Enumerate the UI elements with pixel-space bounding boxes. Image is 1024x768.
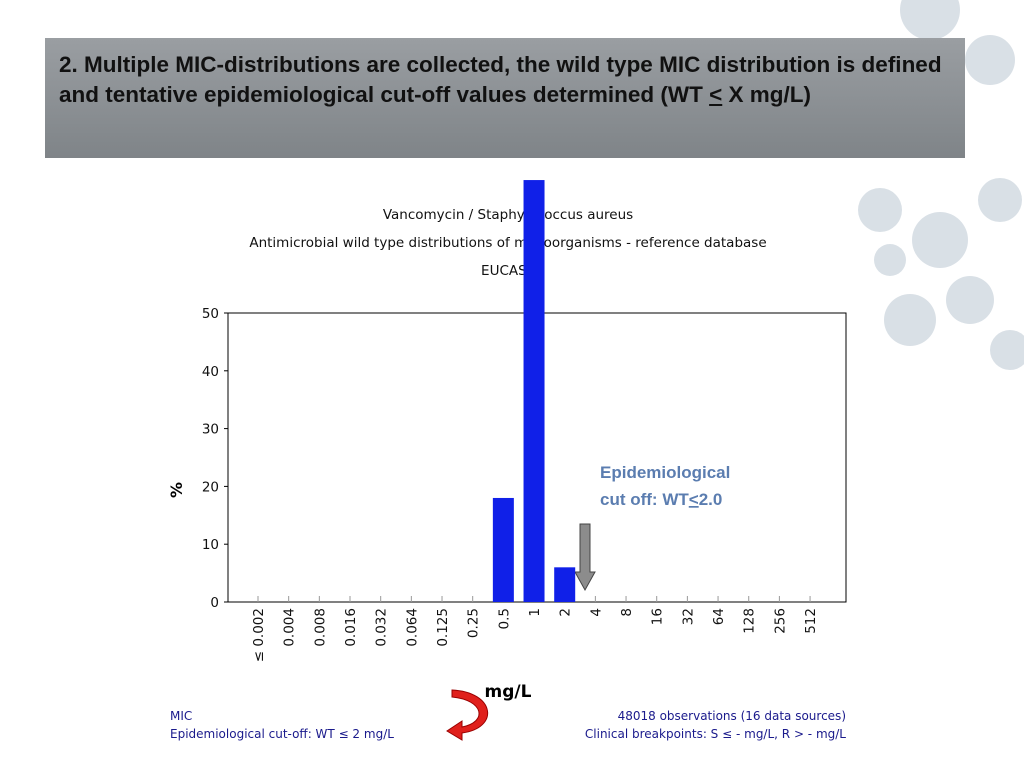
x-tick-label: 0.064	[404, 608, 420, 647]
x-tick-label: 32	[680, 608, 696, 625]
chart-title: Vancomycin / Staphylococcus aureus	[383, 207, 633, 223]
slide-title: 2. Multiple MIC-distributions are collec…	[45, 38, 965, 158]
annotation-text: <	[689, 490, 699, 509]
x-tick-label: 0.016	[343, 608, 359, 647]
y-tick-label: 0	[210, 595, 219, 611]
title-text: 2. Multiple MIC-distributions are collec…	[59, 52, 942, 107]
footer-text: Epidemiological cut-off: WT ≤ 2 mg/L	[170, 727, 394, 741]
title-text: <	[709, 82, 723, 107]
x-tick-label: 1	[527, 608, 543, 617]
x-tick-label: 512	[803, 608, 819, 634]
bar	[492, 497, 514, 602]
y-tick-label: 20	[202, 479, 219, 495]
x-tick-label: 8	[619, 608, 635, 617]
x-tick-label: 16	[650, 608, 666, 625]
annotation: Epidemiological	[600, 463, 730, 482]
footer-text: 48018 observations (16 data sources)	[618, 709, 846, 723]
x-tick-label: 128	[742, 608, 758, 634]
x-tick-label: 0.125	[435, 608, 451, 647]
chart-subtitle: Antimicrobial wild type distributions of…	[249, 235, 766, 251]
y-tick-label: 50	[202, 306, 219, 322]
x-tick-label: 0.032	[374, 608, 390, 647]
y-tick-label: 10	[202, 537, 219, 553]
x-tick-label: 256	[772, 608, 788, 634]
annotation-text: cut off: WT	[600, 490, 689, 509]
y-axis-label: %	[167, 482, 186, 498]
cutoff-arrow	[574, 523, 596, 592]
chart-source: EUCAST	[481, 263, 536, 279]
annotation: cut off: WT<2.0	[600, 490, 722, 509]
x-axis-label: mg/L	[485, 682, 532, 702]
footer-text: MIC	[170, 709, 192, 723]
bar	[554, 567, 576, 602]
bar	[523, 180, 545, 602]
y-tick-label: 40	[202, 364, 219, 380]
x-tick-label: 64	[711, 608, 727, 625]
x-tick-label: 0.25	[466, 608, 482, 638]
curved-arrow	[446, 689, 489, 741]
x-tick-label: 0.008	[312, 608, 328, 647]
footer-text: Clinical breakpoints: S ≤ - mg/L, R > - …	[585, 727, 846, 741]
x-tick-label: 0.5	[496, 608, 512, 629]
x-tick-label: 2	[558, 608, 574, 617]
x-tick-label: 0.004	[282, 608, 298, 647]
title-text: X mg/L)	[722, 82, 812, 107]
x-tick-label: ≤ 0.002	[251, 608, 267, 662]
y-tick-label: 30	[202, 422, 219, 438]
annotation-text: 2.0	[699, 490, 723, 509]
x-tick-label: 4	[588, 608, 604, 617]
